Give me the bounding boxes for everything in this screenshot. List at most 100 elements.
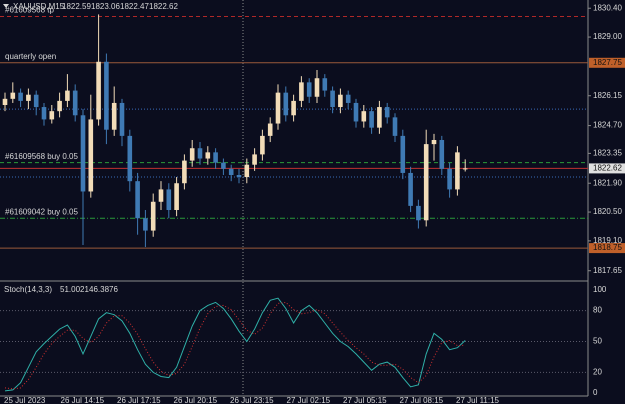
candle-body <box>244 164 250 178</box>
candle-body <box>353 102 359 122</box>
candle-body <box>49 111 55 120</box>
candle-body <box>127 135 133 182</box>
candle-body <box>205 152 211 159</box>
candle-body <box>72 90 78 116</box>
last-high: 1823.06 <box>91 2 120 11</box>
y-tick-label: 1821.90 <box>593 178 622 187</box>
y-tick-label: 1817.65 <box>593 266 622 275</box>
candle-body <box>119 102 125 136</box>
price-tag <box>589 57 625 68</box>
candle-body <box>275 92 281 124</box>
candle-body <box>174 183 179 210</box>
candle-body <box>150 201 156 231</box>
x-tick-label: 26 Jul 23:15 <box>230 396 274 404</box>
indicator-tick-label: 50 <box>593 337 602 346</box>
price-tag <box>589 243 625 254</box>
candle-body <box>65 90 70 101</box>
candle-body <box>267 123 273 136</box>
candle-body <box>392 117 398 136</box>
candle-body <box>260 135 265 155</box>
indicator-tick-label: 100 <box>593 285 607 294</box>
candle-body <box>166 189 172 210</box>
candle-body <box>143 218 148 231</box>
y-tick-label: 1829.00 <box>593 32 622 41</box>
y-tick-label: 1826.15 <box>593 91 622 100</box>
level-label: #61609042 buy 0.05 <box>5 207 79 216</box>
candle-body <box>423 144 429 221</box>
y-tick-label: 1824.70 <box>593 121 622 130</box>
candle-body <box>189 148 195 161</box>
x-tick-label: 27 Jul 11:15 <box>456 396 500 404</box>
candle-body <box>283 92 289 116</box>
y-tick-label: 1819.10 <box>593 236 622 245</box>
candle-body <box>10 92 16 99</box>
price-tag <box>589 163 625 174</box>
x-tick-label: 27 Jul 08:15 <box>400 396 444 404</box>
candle-body <box>197 148 203 159</box>
candle-body <box>111 102 117 130</box>
candle-body <box>338 94 343 108</box>
candle-body <box>88 119 94 192</box>
candle-body <box>400 135 406 173</box>
y-tick-label: 1823.35 <box>593 148 622 157</box>
candle-body <box>158 189 164 202</box>
candle-body <box>221 162 226 169</box>
candle-body <box>416 205 421 221</box>
last-close: 1822.62 <box>149 2 178 11</box>
price-tag-label: 1818.75 <box>593 243 622 252</box>
candle-body <box>96 61 101 120</box>
candle-body <box>299 82 304 101</box>
x-tick-label: 27 Jul 02:15 <box>287 396 331 404</box>
y-tick-label: 1820.50 <box>593 207 622 216</box>
level-label: #61609568 tp <box>5 6 54 15</box>
last-open: 1822.59 <box>62 2 91 11</box>
indicator-tick-label: 0 <box>593 388 598 397</box>
candle-body <box>462 168 468 170</box>
candle-body <box>439 140 445 169</box>
symbol: XAUUSD,M15 <box>13 2 65 11</box>
candle-body <box>322 78 328 91</box>
candle-body <box>291 100 296 116</box>
level-label: quarterly open <box>5 52 56 61</box>
candle-body <box>213 152 218 163</box>
x-tick-label: 26 Jul 20:15 <box>174 396 218 404</box>
price-tag-label: 1822.62 <box>593 164 622 173</box>
candle-body <box>2 98 8 105</box>
candle-body <box>377 107 382 128</box>
candle-body <box>228 168 234 175</box>
indicator-tick-label: 80 <box>593 306 602 315</box>
x-tick-label: 26 Jul 14:15 <box>61 396 105 404</box>
price-tag-label: 1827.75 <box>593 58 622 67</box>
indicator-name: Stoch(14,3,3) <box>4 285 52 294</box>
candle-body <box>369 111 374 128</box>
candle-body <box>236 175 242 178</box>
candle-body <box>306 82 312 97</box>
level-label: #61609568 buy 0.05 <box>5 152 79 161</box>
indicator-tick-label: 20 <box>593 368 602 377</box>
candle-body <box>252 154 257 165</box>
indicator-main-value: 51.0021 <box>60 285 89 294</box>
candle-body <box>455 152 460 190</box>
indicator-line <box>4 297 466 392</box>
x-tick-label: 26 Jul 17:15 <box>117 396 161 404</box>
menu-arrow[interactable] <box>3 4 9 8</box>
candle-body <box>384 107 390 118</box>
candle-body <box>314 78 320 97</box>
candle-body <box>41 107 47 120</box>
candle-body <box>182 160 187 184</box>
candle-body <box>345 94 351 103</box>
y-tick-label: 1830.40 <box>593 3 622 12</box>
candle-body <box>408 172 413 206</box>
candle-body <box>330 90 335 108</box>
candle-body <box>104 61 109 130</box>
x-tick-label: 25 Jul 2023 <box>4 396 46 404</box>
candle-body <box>447 168 452 190</box>
candle-body <box>80 115 86 192</box>
candle-body <box>18 92 23 101</box>
last-low: 1822.47 <box>120 2 149 11</box>
candle-body <box>361 111 367 122</box>
candle-body <box>26 94 31 101</box>
candle-body <box>135 181 140 219</box>
